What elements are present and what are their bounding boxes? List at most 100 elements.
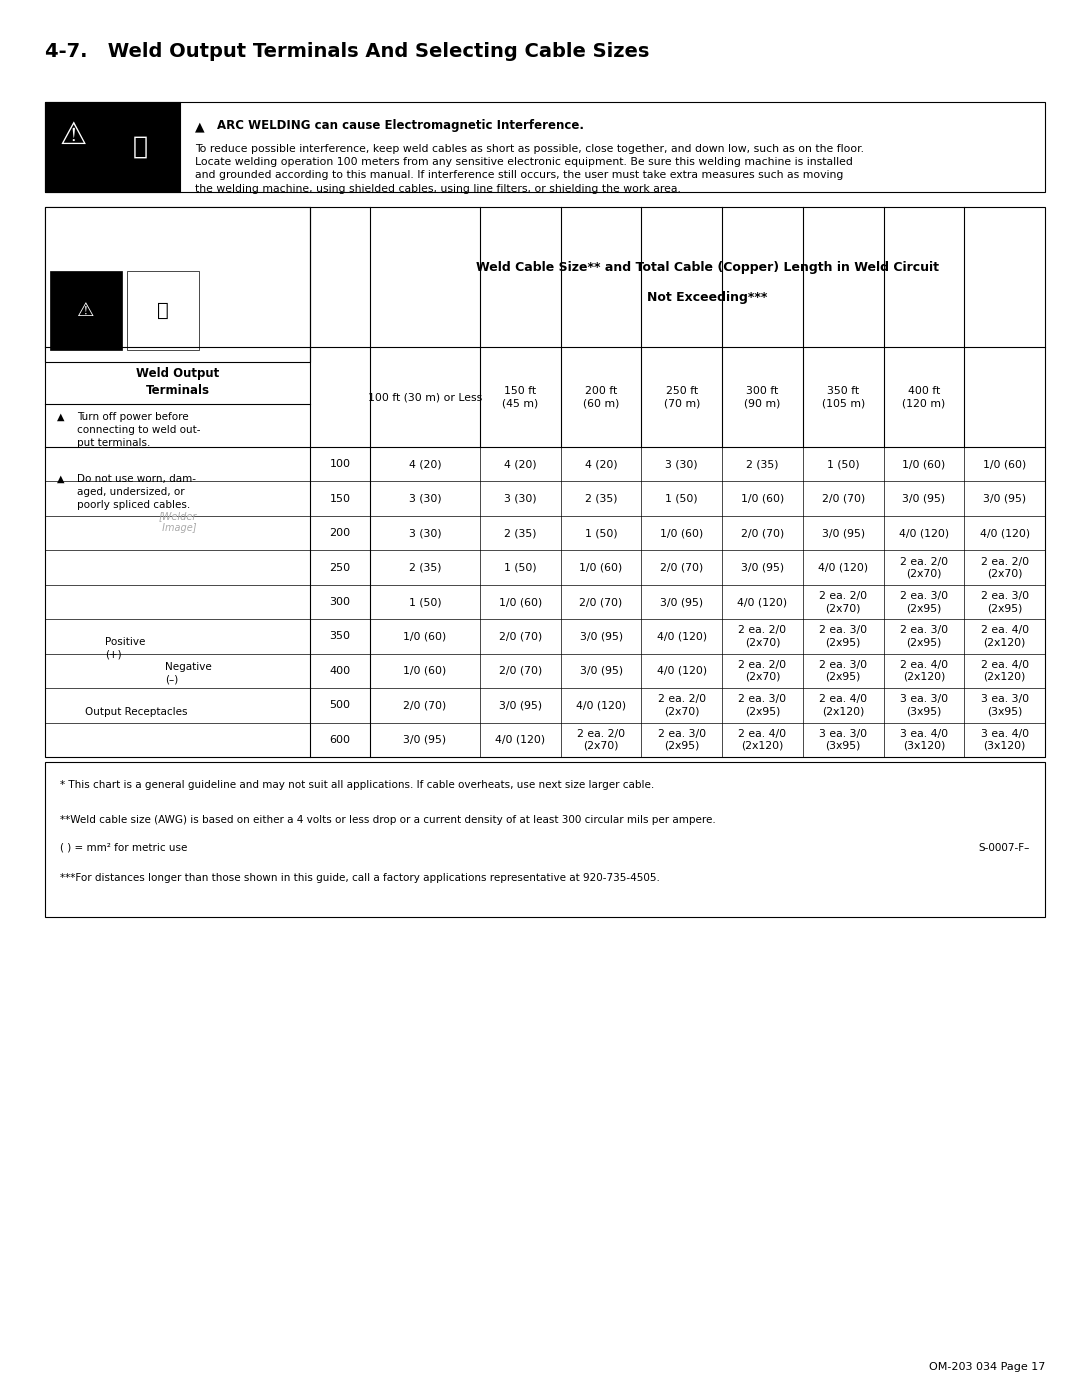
Text: 4/0 (120): 4/0 (120) <box>819 563 868 573</box>
Text: 250 ft
(70 m): 250 ft (70 m) <box>663 386 700 408</box>
Text: 300 ft
(90 m): 300 ft (90 m) <box>744 386 781 408</box>
Text: 200: 200 <box>329 528 351 538</box>
Text: ARC WELDING can cause Electromagnetic Interference.: ARC WELDING can cause Electromagnetic In… <box>217 119 584 131</box>
Text: [Welder
 Image]: [Welder Image] <box>159 511 197 532</box>
Text: 2 ea. 3/0
(2x95): 2 ea. 3/0 (2x95) <box>658 729 706 750</box>
Text: 3 (30): 3 (30) <box>408 493 442 504</box>
Text: Weld Output
Terminals: Weld Output Terminals <box>136 367 219 397</box>
Text: 2 ea. 4/0
(2x120): 2 ea. 4/0 (2x120) <box>981 626 1029 647</box>
Text: 2 (35): 2 (35) <box>585 493 618 504</box>
Text: 2 ea. 3/0
(2x95): 2 ea. 3/0 (2x95) <box>981 591 1029 613</box>
Text: 1 (50): 1 (50) <box>584 528 618 538</box>
Text: 3/0 (95): 3/0 (95) <box>741 563 784 573</box>
Text: 4-7.   Weld Output Terminals And Selecting Cable Sizes: 4-7. Weld Output Terminals And Selecting… <box>45 42 649 61</box>
Text: 2/0 (70): 2/0 (70) <box>403 700 447 710</box>
Text: 1/0 (60): 1/0 (60) <box>580 563 623 573</box>
Text: 2 ea. 2/0
(2x70): 2 ea. 2/0 (2x70) <box>658 694 706 717</box>
Text: **Weld cable size (AWG) is based on either a 4 volts or less drop or a current d: **Weld cable size (AWG) is based on eith… <box>60 814 716 826</box>
Text: To reduce possible interference, keep weld cables as short as possible, close to: To reduce possible interference, keep we… <box>195 144 864 194</box>
Text: 4/0 (120): 4/0 (120) <box>657 666 706 676</box>
Text: 3 (30): 3 (30) <box>504 493 537 504</box>
Text: 3/0 (95): 3/0 (95) <box>499 700 542 710</box>
Text: 3/0 (95): 3/0 (95) <box>983 493 1026 504</box>
Text: 100 ft (30 m) or Less: 100 ft (30 m) or Less <box>368 393 482 402</box>
Text: 3 (30): 3 (30) <box>408 528 442 538</box>
Text: 2 ea. 4/0
(2x120): 2 ea. 4/0 (2x120) <box>981 659 1029 682</box>
Text: 3/0 (95): 3/0 (95) <box>903 493 945 504</box>
Text: 2 ea. 2/0
(2x70): 2 ea. 2/0 (2x70) <box>981 556 1029 578</box>
Text: 4 (20): 4 (20) <box>504 460 537 469</box>
Text: Positive
(+): Positive (+) <box>105 637 146 659</box>
Text: 3 ea. 3/0
(3x95): 3 ea. 3/0 (3x95) <box>900 694 948 717</box>
Text: 400: 400 <box>329 666 351 676</box>
Text: 3/0 (95): 3/0 (95) <box>822 528 865 538</box>
Text: 2 ea. 3/0
(2x95): 2 ea. 3/0 (2x95) <box>819 659 867 682</box>
Text: ▲: ▲ <box>195 120 204 133</box>
Text: 3 ea. 4/0
(3x120): 3 ea. 4/0 (3x120) <box>981 729 1029 750</box>
Text: ⚠: ⚠ <box>78 300 95 320</box>
Text: 2 ea. 3/0
(2x95): 2 ea. 3/0 (2x95) <box>900 626 948 647</box>
Text: 1 (50): 1 (50) <box>827 460 860 469</box>
Text: 2 ea. 2/0
(2x70): 2 ea. 2/0 (2x70) <box>900 556 948 578</box>
Text: 🔧: 🔧 <box>157 300 168 320</box>
Text: ( ) = mm² for metric use: ( ) = mm² for metric use <box>60 842 187 854</box>
Text: 1 (50): 1 (50) <box>408 597 442 608</box>
Text: ***For distances longer than those shown in this guide, call a factory applicati: ***For distances longer than those shown… <box>60 873 660 883</box>
Text: OM-203 034 Page 17: OM-203 034 Page 17 <box>929 1362 1045 1372</box>
Text: 1/0 (60): 1/0 (60) <box>499 597 542 608</box>
Text: 2 ea. 3/0
(2x95): 2 ea. 3/0 (2x95) <box>900 591 948 613</box>
Text: 2 (35): 2 (35) <box>408 563 442 573</box>
Text: 250: 250 <box>329 563 351 573</box>
Text: 2/0 (70): 2/0 (70) <box>822 493 865 504</box>
Text: 1/0 (60): 1/0 (60) <box>403 631 447 641</box>
Text: 1 (50): 1 (50) <box>665 493 698 504</box>
Text: 2/0 (70): 2/0 (70) <box>499 666 542 676</box>
Text: 4/0 (120): 4/0 (120) <box>657 631 706 641</box>
Text: 2/0 (70): 2/0 (70) <box>660 563 703 573</box>
Text: 2 ea. 3/0
(2x95): 2 ea. 3/0 (2x95) <box>819 626 867 647</box>
Text: 2 ea. 3/0
(2x95): 2 ea. 3/0 (2x95) <box>739 694 786 717</box>
Text: 600: 600 <box>329 735 351 745</box>
Text: 2 (35): 2 (35) <box>504 528 537 538</box>
FancyBboxPatch shape <box>45 102 1045 191</box>
Text: 4/0 (120): 4/0 (120) <box>980 528 1029 538</box>
Text: 150: 150 <box>329 493 351 504</box>
Text: 400 ft
(120 m): 400 ft (120 m) <box>902 386 946 408</box>
Text: 3/0 (95): 3/0 (95) <box>404 735 446 745</box>
Text: 2 ea. 2/0
(2x70): 2 ea. 2/0 (2x70) <box>739 659 786 682</box>
Text: 150 ft
(45 m): 150 ft (45 m) <box>502 386 539 408</box>
Text: 2/0 (70): 2/0 (70) <box>580 597 623 608</box>
FancyBboxPatch shape <box>45 207 310 362</box>
Text: 🔌: 🔌 <box>133 136 148 159</box>
Text: 1/0 (60): 1/0 (60) <box>741 493 784 504</box>
Text: 2 ea. 4/0
(2x120): 2 ea. 4/0 (2x120) <box>739 729 786 750</box>
Text: Do not use worn, dam-
aged, undersized, or
poorly spliced cables.: Do not use worn, dam- aged, undersized, … <box>77 474 195 510</box>
Text: 3 ea. 3/0
(3x95): 3 ea. 3/0 (3x95) <box>981 694 1029 717</box>
Text: Not Exceeding***: Not Exceeding*** <box>647 291 768 303</box>
Text: 100: 100 <box>329 460 351 469</box>
Text: 1/0 (60): 1/0 (60) <box>902 460 946 469</box>
Text: 4/0 (120): 4/0 (120) <box>576 700 626 710</box>
Text: 4/0 (120): 4/0 (120) <box>496 735 545 745</box>
Text: 4 (20): 4 (20) <box>408 460 442 469</box>
Text: 1/0 (60): 1/0 (60) <box>403 666 447 676</box>
Text: ▲: ▲ <box>57 412 65 422</box>
FancyBboxPatch shape <box>45 207 1045 757</box>
Text: 1/0 (60): 1/0 (60) <box>983 460 1026 469</box>
Text: 3 ea. 4/0
(3x120): 3 ea. 4/0 (3x120) <box>900 729 948 750</box>
Text: S-0007-F–: S-0007-F– <box>978 842 1030 854</box>
Text: Negative
(–): Negative (–) <box>165 662 212 685</box>
Text: 2 ea. 2/0
(2x70): 2 ea. 2/0 (2x70) <box>577 729 625 750</box>
Text: 3 (30): 3 (30) <box>665 460 698 469</box>
Text: 3/0 (95): 3/0 (95) <box>660 597 703 608</box>
Text: 500: 500 <box>329 700 351 710</box>
FancyBboxPatch shape <box>45 102 180 191</box>
FancyBboxPatch shape <box>50 271 122 351</box>
Text: Output Receptacles: Output Receptacles <box>85 707 188 717</box>
Text: 2 (35): 2 (35) <box>746 460 779 469</box>
Text: 200 ft
(60 m): 200 ft (60 m) <box>583 386 619 408</box>
FancyBboxPatch shape <box>45 761 1045 916</box>
FancyBboxPatch shape <box>127 271 199 351</box>
Text: 2/0 (70): 2/0 (70) <box>741 528 784 538</box>
Text: 4/0 (120): 4/0 (120) <box>899 528 949 538</box>
